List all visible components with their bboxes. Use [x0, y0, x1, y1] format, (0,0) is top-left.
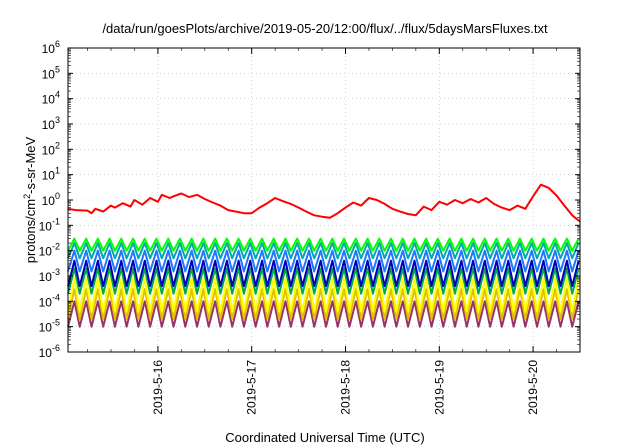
y-tick-exp: -4: [52, 292, 60, 302]
y-tick-base: 10: [39, 245, 53, 259]
series-line: [67, 259, 580, 288]
y-tick-label: 10-1: [39, 216, 60, 233]
y-tick-label: 102: [42, 140, 60, 157]
y-axis-label-pre: protons/cm: [23, 199, 38, 263]
y-tick-base: 10: [42, 93, 56, 107]
series-line: [67, 249, 580, 273]
y-tick-base: 10: [42, 42, 56, 56]
x-tick-label: 2019-5-18: [338, 360, 352, 415]
y-axis-label-post: -s-sr-MeV: [23, 136, 38, 193]
series-line: [67, 288, 580, 320]
x-tick-label: 2019-5-17: [245, 360, 259, 415]
series-line: [67, 183, 581, 223]
y-tick-label: 106: [42, 39, 60, 56]
x-axis-label: Coordinated Universal Time (UTC): [225, 430, 424, 445]
y-tick-label: 10-3: [39, 267, 60, 284]
y-tick-exp: 4: [55, 90, 60, 100]
y-tick-label: 103: [42, 115, 60, 132]
y-tick-base: 10: [39, 321, 53, 335]
y-tick-label: 101: [42, 166, 60, 183]
y-tick-exp: 3: [55, 115, 60, 125]
y-tick-base: 10: [42, 143, 56, 157]
y-tick-exp: -6: [52, 343, 60, 353]
y-tick-base: 10: [39, 295, 53, 309]
x-axis-ticks: 2019-5-16 2019-5-17 2019-5-18 2019-5-19 2019…: [87, 48, 557, 415]
y-axis-label-sup: 2: [22, 194, 32, 199]
y-tick-base: 10: [39, 346, 53, 360]
series-line: [67, 267, 580, 295]
y-tick-label: 10-2: [39, 242, 60, 259]
y-tick-label: 10-6: [39, 343, 60, 360]
y-tick-label: 10-4: [39, 292, 60, 309]
y-tick-base: 10: [39, 270, 53, 284]
y-tick-exp: -1: [52, 216, 60, 226]
x-tick-label: 2019-5-16: [151, 360, 165, 415]
series-line: [67, 242, 580, 260]
y-tick-exp: 0: [55, 191, 60, 201]
y-tick-base: 10: [39, 219, 53, 233]
y-tick-exp: -3: [52, 267, 60, 277]
y-tick-label: 105: [42, 64, 60, 81]
y-tick-base: 10: [42, 67, 56, 81]
data-series: [67, 183, 581, 328]
y-tick-label: 104: [42, 90, 60, 107]
y-tick-base: 10: [42, 118, 56, 132]
y-tick-base: 10: [42, 194, 56, 208]
y-tick-exp: 6: [55, 39, 60, 49]
y-tick-exp: 2: [55, 140, 60, 150]
x-tick-label: 2019-5-20: [526, 360, 540, 415]
x-tick-label: 2019-5-19: [432, 360, 446, 415]
y-tick-exp: -2: [52, 242, 60, 252]
y-tick-exp: 1: [55, 166, 60, 176]
chart-title: /data/run/goesPlots/archive/2019-05-20/1…: [102, 21, 548, 36]
y-tick-exp: 5: [55, 64, 60, 74]
y-tick-label: 10-5: [39, 318, 60, 335]
series-line: [67, 300, 580, 328]
y-tick-label: 100: [42, 191, 60, 208]
plot-frame: [67, 47, 581, 353]
y-axis-label: protons/cm2-s-sr-MeV: [22, 136, 38, 263]
series-line: [67, 277, 580, 313]
y-tick-base: 10: [42, 169, 56, 183]
y-tick-exp: -5: [52, 318, 60, 328]
series-line: [67, 237, 580, 252]
